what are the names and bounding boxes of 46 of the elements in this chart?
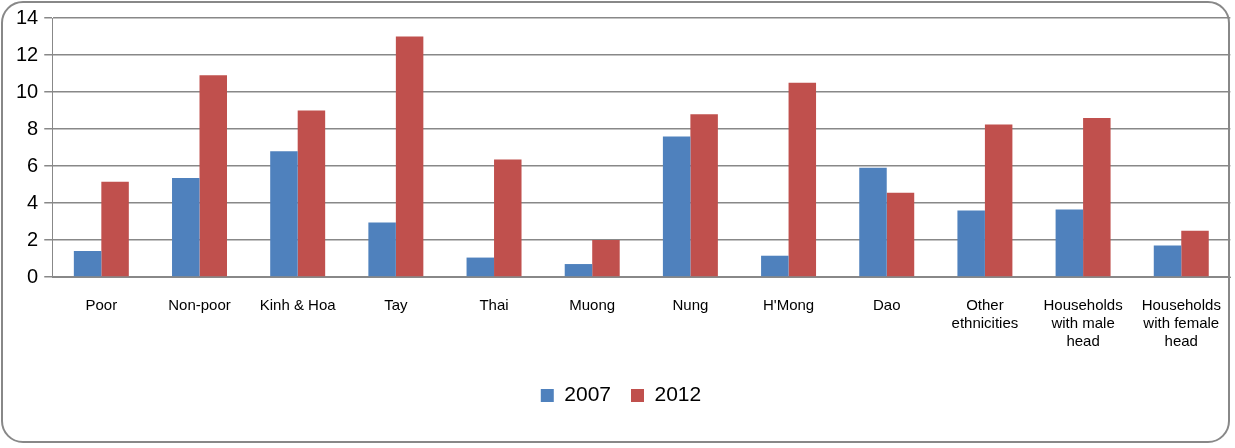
x-tick-label: Tay — [384, 296, 409, 314]
bar — [1181, 230, 1209, 277]
legend-label: 2007 — [564, 382, 611, 406]
legend-label: 2012 — [654, 382, 702, 406]
bar — [788, 82, 817, 277]
x-tick-label: Muong — [569, 296, 616, 314]
bar — [297, 110, 326, 277]
y-tick-label: 4 — [27, 190, 39, 213]
bar — [395, 36, 424, 277]
bar — [1083, 117, 1111, 277]
y-tick-label: 2 — [27, 227, 39, 250]
bar — [466, 257, 495, 277]
bar — [101, 181, 129, 277]
bar — [199, 75, 227, 277]
bar — [886, 192, 915, 277]
x-tick-label: Thai — [479, 296, 509, 314]
x-tick-label: Dao — [872, 296, 901, 314]
bar — [957, 210, 985, 277]
bar — [1055, 209, 1084, 277]
bar — [270, 151, 298, 277]
bar — [1153, 245, 1182, 277]
bar — [368, 222, 396, 277]
x-tick-label: Non-poor — [168, 296, 231, 314]
x-tick-label: Nung — [672, 296, 709, 314]
x-tick-label: Households with male head — [1043, 296, 1123, 350]
y-tick-label: 8 — [27, 116, 39, 139]
y-tick-label: 10 — [16, 79, 39, 102]
x-tick-label: H'Mong — [762, 296, 815, 314]
y-tick-label: 14 — [16, 5, 39, 28]
x-tick-label: Households with female head — [1141, 296, 1221, 350]
y-tick-label: 12 — [16, 42, 39, 65]
y-tick-label: 6 — [27, 153, 39, 176]
bar — [494, 159, 522, 277]
x-tick-label: Other ethnicities — [951, 296, 1019, 332]
bar — [662, 136, 691, 277]
bar — [761, 255, 789, 277]
x-tick-label: Poor — [85, 296, 118, 314]
bar — [592, 240, 620, 277]
bar — [690, 114, 718, 277]
bar — [859, 167, 887, 277]
x-tick-label: Kinh & Hoa — [259, 296, 337, 314]
bar — [172, 178, 200, 277]
bar — [564, 264, 593, 277]
bar — [984, 124, 1013, 277]
y-tick-label: 0 — [27, 264, 39, 287]
bar — [73, 251, 102, 277]
